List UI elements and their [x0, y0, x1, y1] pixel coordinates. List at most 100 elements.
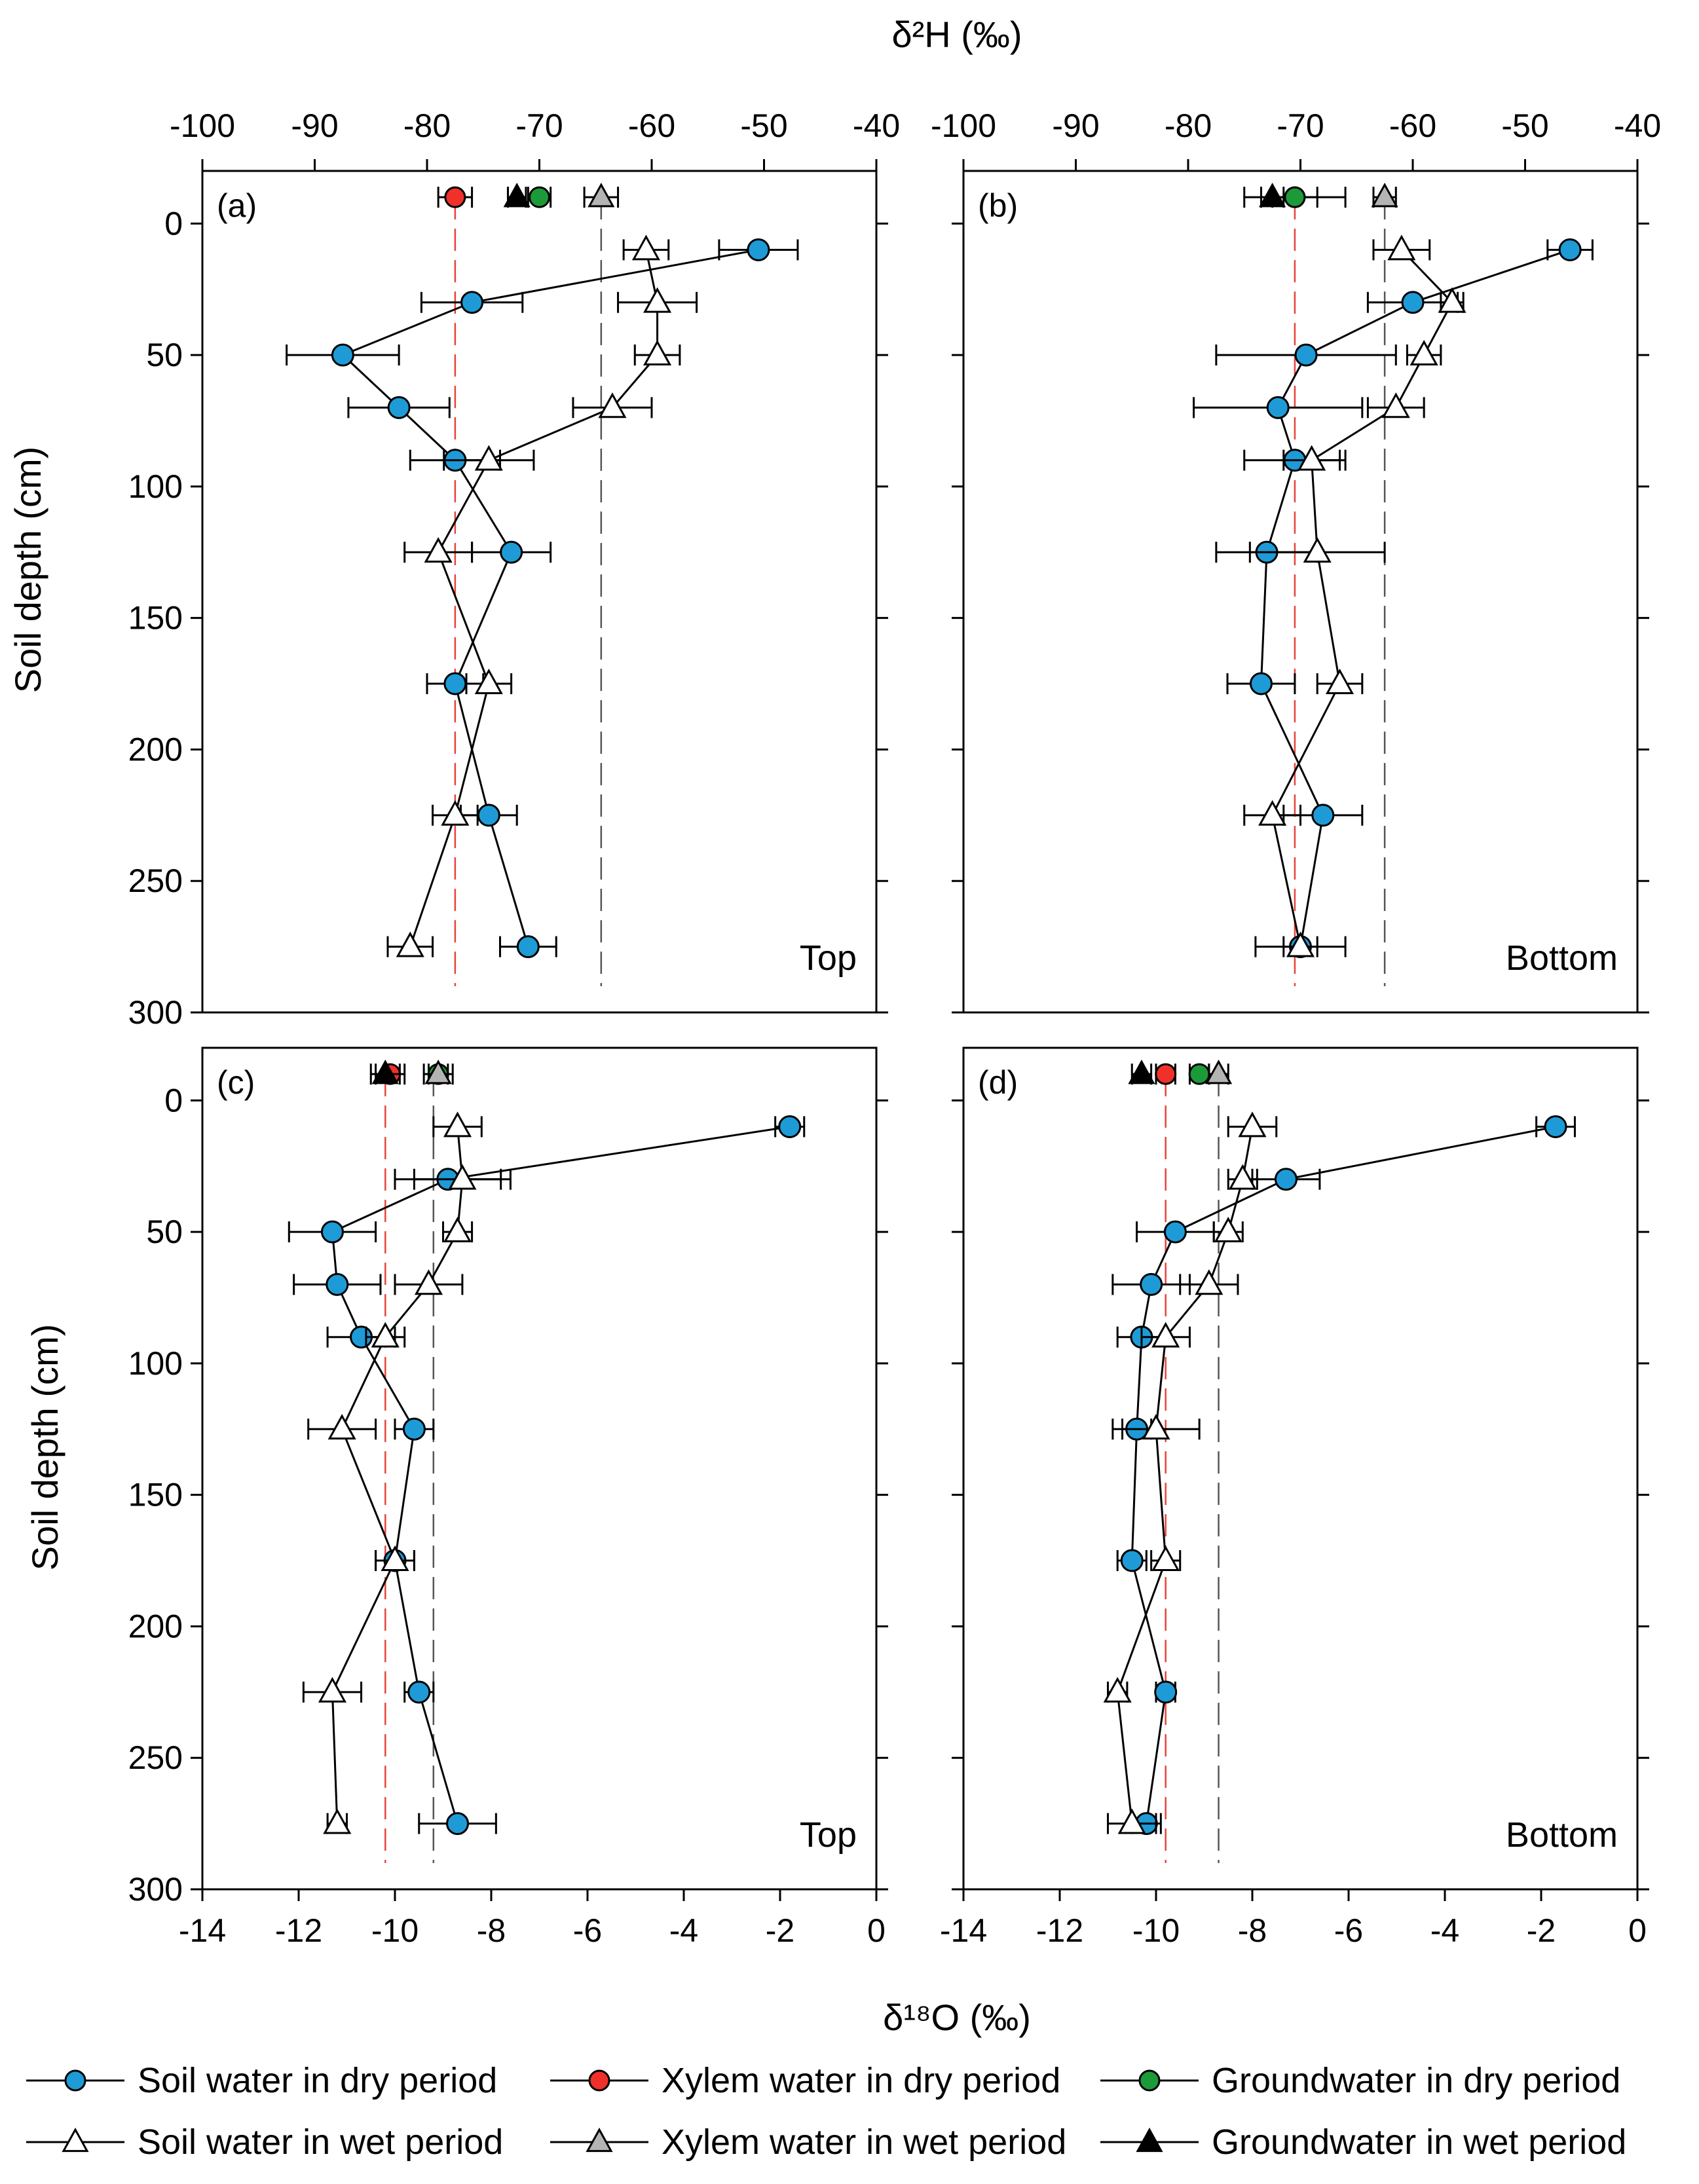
legend-item-xylem_dry: Xylem water in dry period	[550, 2061, 1060, 2100]
x-tick-label: -100	[170, 107, 235, 144]
series-line	[331, 1125, 790, 1824]
legend: Soil water in dry period Xylem water in d…	[26, 2061, 1626, 2162]
series-groundwater_wet	[1259, 183, 1286, 208]
data-point	[1266, 396, 1290, 419]
data-point	[396, 931, 424, 957]
legend-marker-xylem_dry	[588, 2069, 610, 2092]
data-point	[323, 1808, 352, 1834]
data-point	[460, 291, 484, 314]
x-tick-label: -4	[1430, 1912, 1459, 1949]
x-tick-label: -50	[1501, 107, 1548, 144]
legend-item-groundwater_dry: Groundwater in dry period	[1100, 2061, 1620, 2100]
data-point	[1544, 1115, 1567, 1138]
series-groundwater_wet	[1128, 1060, 1155, 1085]
data-point	[446, 1812, 470, 1836]
data-point	[331, 343, 354, 367]
legend-label: Soil water in dry period	[138, 2061, 497, 2100]
data-point	[1284, 186, 1306, 208]
panel-label: (c)	[217, 1064, 255, 1101]
x-tick-label: -8	[1238, 1912, 1267, 1949]
series-soil_dry	[1111, 1115, 1576, 1836]
data-point	[778, 1115, 802, 1138]
data-point	[1274, 1168, 1298, 1191]
data-point	[443, 672, 467, 695]
data-point	[643, 287, 672, 313]
data-point	[1371, 183, 1398, 208]
panel-d: -14 -12 -10 -8 -6 -4 -2 0 (d) Bottom	[940, 1046, 1649, 1949]
legend-marker-xylem_wet	[586, 2127, 613, 2153]
data-point	[327, 1414, 356, 1440]
x-tick-label: 0	[1628, 1912, 1647, 1949]
data-point	[387, 396, 411, 419]
data-point	[448, 1164, 477, 1190]
data-point	[320, 1220, 344, 1244]
y-tick-label: 0	[164, 205, 183, 242]
y-tick-label: 50	[146, 1213, 183, 1250]
data-point	[1249, 672, 1273, 695]
y-axis-title-bottom: Soil depth (cm)	[24, 1324, 65, 1571]
data-point	[1120, 1549, 1144, 1572]
data-point	[441, 800, 470, 826]
y-tick-label: 100	[128, 1345, 183, 1382]
data-point	[474, 668, 503, 694]
x-tick-label: -14	[179, 1912, 226, 1949]
panel-c: 0 50 100 150 200 250 300 -14 -12 -10 -8 -6 -4 -2 0 (c) T…	[128, 1046, 888, 1949]
legend-marker-soil_dry	[64, 2069, 86, 2092]
y-tick-label: 100	[128, 468, 183, 505]
series-groundwater_dry	[1243, 186, 1347, 208]
data-point	[1387, 234, 1416, 261]
legend-marker-groundwater_dry	[1138, 2069, 1161, 2092]
y-tick-label: 200	[128, 1608, 183, 1644]
x-tick-label: -50	[740, 107, 787, 144]
plot-frame	[201, 1046, 878, 1891]
data-point	[503, 183, 531, 208]
x-tick-label: -100	[931, 107, 996, 144]
site-label: Top	[800, 1815, 857, 1855]
y-tick-label: 300	[128, 1871, 183, 1908]
site-label: Bottom	[1506, 1815, 1618, 1855]
y-tick-label: 250	[128, 1739, 183, 1776]
x-tick-label: -70	[515, 107, 563, 144]
data-point	[326, 1272, 349, 1296]
site-label: Bottom	[1506, 938, 1618, 978]
x-tick-label: -70	[1277, 107, 1324, 144]
data-point	[1228, 1164, 1257, 1190]
data-point	[444, 186, 466, 208]
data-point	[516, 935, 540, 959]
data-point	[414, 1269, 443, 1295]
y-tick-label: 150	[128, 600, 183, 637]
series-xylem_dry	[1155, 1063, 1177, 1085]
series-xylem_wet	[1371, 183, 1398, 208]
series-line	[409, 250, 659, 948]
site-label: Top	[800, 938, 857, 978]
data-point	[529, 186, 550, 208]
series-soil_dry	[1193, 238, 1594, 959]
top-axis-title: δ²H (‰)	[891, 14, 1022, 55]
legend-item-soil_wet: Soil water in wet period	[26, 2122, 503, 2162]
legend-item-xylem_wet: Xylem water in wet period	[550, 2122, 1066, 2162]
data-point	[1298, 445, 1326, 471]
data-point	[598, 392, 627, 418]
series-xylem_wet	[1204, 1060, 1233, 1085]
data-point	[381, 1545, 409, 1571]
x-tick-label: -2	[766, 1912, 794, 1949]
x-tick-label: -10	[1132, 1912, 1180, 1949]
y-tick-label: 250	[128, 862, 183, 899]
data-point	[1238, 1111, 1267, 1138]
legend-label: Soil water in wet period	[138, 2122, 503, 2162]
data-point	[477, 804, 500, 827]
x-tick-label: -6	[1334, 1912, 1363, 1949]
data-point	[643, 339, 672, 365]
series-xylem_wet	[583, 183, 620, 208]
y-tick-label: 150	[128, 1477, 183, 1513]
series-groundwater_wet	[503, 183, 531, 208]
y-tick-label: 0	[164, 1082, 183, 1119]
data-point	[424, 537, 453, 563]
series-soil_dry	[286, 238, 799, 959]
data-point	[424, 1060, 452, 1084]
x-tick-label: -8	[477, 1912, 506, 1949]
data-point	[1214, 1216, 1242, 1242]
bottom-axis-title: δ¹⁸O (‰)	[883, 1997, 1031, 2038]
